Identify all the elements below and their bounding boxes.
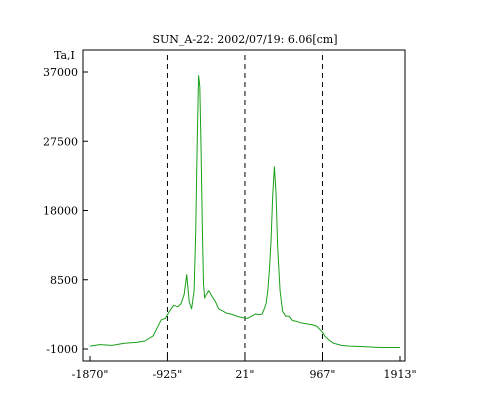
y-tick-label: 27500 bbox=[43, 135, 78, 148]
dashed-guide-lines bbox=[166, 55, 323, 361]
x-tick-label: 1913" bbox=[383, 368, 416, 381]
x-tick-label: -1870" bbox=[72, 368, 109, 381]
x-tick-label: -925" bbox=[153, 368, 183, 381]
x-tick-label: 21" bbox=[235, 368, 254, 381]
y-tick-label: 37000 bbox=[43, 66, 78, 79]
chart-title: SUN_A-22: 2002/07/19: 6.06[cm] bbox=[152, 33, 337, 46]
y-tick-label: 18000 bbox=[43, 205, 78, 218]
x-tick-label: 967" bbox=[309, 368, 335, 381]
y-tick-label: 8500 bbox=[50, 274, 78, 287]
y-tick-label: -1000 bbox=[46, 343, 78, 356]
series-group bbox=[89, 75, 400, 348]
plot-frame bbox=[82, 49, 406, 362]
y-axis-label: Ta,I bbox=[54, 49, 75, 62]
series-line-0 bbox=[89, 75, 400, 348]
x-ticks: -1870" -925" 21" 967" 1913" bbox=[72, 356, 417, 381]
y-ticks: 37000 27500 18000 8500 -1000 bbox=[43, 66, 88, 356]
